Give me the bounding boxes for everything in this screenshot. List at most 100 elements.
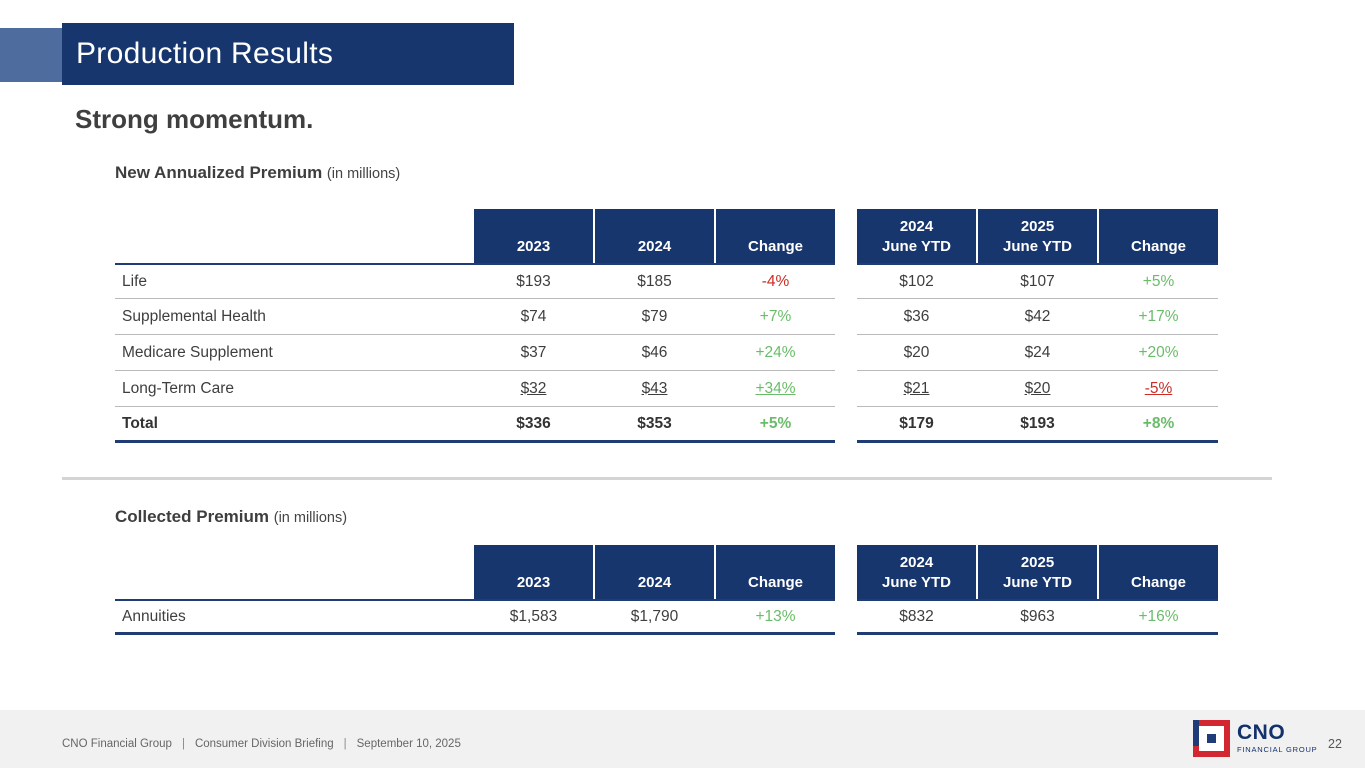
- table-gap: [835, 299, 857, 335]
- value-2024: $353: [637, 414, 672, 432]
- value-2024-ytd: $102: [899, 272, 934, 290]
- table-gap: [835, 371, 857, 407]
- table-gap: [835, 263, 857, 299]
- page-number: 22: [1328, 737, 1342, 751]
- table-gap: [835, 335, 857, 371]
- footer-separator: |: [181, 738, 185, 750]
- footer-text: CNO Financial Group | Consumer Division Br…: [62, 738, 461, 750]
- section-heading-text: Collected Premium: [115, 507, 269, 526]
- row-label: Supplemental Health: [122, 307, 266, 325]
- value-2024: $79: [641, 307, 668, 325]
- column-header-2024: 2024: [595, 545, 714, 599]
- column-header-change: Change: [716, 545, 835, 599]
- table-gap: [835, 407, 857, 443]
- column-header-2024: 2024: [595, 209, 714, 263]
- table-row-annuities: Annuities $1,583 $1,790 +13% $832 $963 +…: [115, 599, 1218, 635]
- value-2023: $1,583: [509, 607, 558, 625]
- value-2024-ytd: $179: [899, 414, 934, 432]
- change-value: +16%: [1138, 607, 1179, 625]
- change-value: +17%: [1138, 307, 1179, 325]
- section-heading-unit: (in millions): [326, 166, 401, 182]
- value-2024: $46: [641, 343, 668, 361]
- change-value: +13%: [755, 607, 796, 625]
- slide-subtitle: Strong momentum.: [75, 104, 314, 134]
- row-label: Medicare Supplement: [122, 343, 273, 361]
- table-gap: [835, 209, 857, 263]
- value-2025-ytd: $963: [1020, 607, 1055, 625]
- value-2023: $193: [516, 272, 551, 290]
- value-2023: $336: [516, 414, 551, 432]
- premium-table: 2023 2024 Change 2024 June YTD 2025 June…: [115, 545, 1218, 635]
- row-label: Life: [122, 272, 147, 290]
- column-header-2025-ytd: 2025 June YTD: [978, 545, 1097, 599]
- section-divider: [62, 477, 1272, 480]
- value-2024-ytd: $21: [903, 379, 930, 397]
- change-value: +8%: [1142, 414, 1175, 432]
- section-heading-unit: (in millions): [273, 510, 348, 526]
- value-2023: $37: [520, 343, 547, 361]
- page-title: Production Results: [76, 37, 334, 70]
- footer-briefing: Consumer Division Briefing: [194, 738, 334, 750]
- column-header-ytd-change: Change: [1099, 545, 1218, 599]
- value-2025-ytd: $20: [1024, 379, 1051, 397]
- row-label: Total: [122, 414, 158, 432]
- table-row-supplemental-health: Supplemental Health $74 $79 +7% $36 $42 …: [115, 299, 1218, 335]
- table-row-total: Total $336 $353 +5% $179 $193 +8%: [115, 407, 1218, 443]
- logo-brand-text: CNO: [1237, 721, 1286, 744]
- table-row-life: Life $193 $185 -4% $102 $107 +5%: [115, 263, 1218, 299]
- table-row-long-term-care: Long-Term Care $32 $43 +34% $21 $20 -5%: [115, 371, 1218, 407]
- column-header-2025-ytd: 2025 June YTD: [978, 209, 1097, 263]
- column-header-ytd-change: Change: [1099, 209, 1218, 263]
- row-label: Long-Term Care: [122, 379, 234, 397]
- change-value: +5%: [1142, 272, 1175, 290]
- change-value: +24%: [755, 343, 796, 361]
- header-spacer: [115, 209, 474, 263]
- cno-logo: CNO FINANCIAL GROUP: [1193, 720, 1317, 757]
- section-collected-premium: Collected Premium (in millions) 2023 202…: [115, 507, 1218, 635]
- value-2024-ytd: $36: [903, 307, 930, 325]
- change-value: -5%: [1144, 379, 1173, 397]
- footer-date: September 10, 2025: [356, 738, 461, 750]
- table-gap: [835, 599, 857, 635]
- change-value: +5%: [759, 414, 792, 432]
- value-2025-ytd: $42: [1024, 307, 1051, 325]
- table-gap: [835, 545, 857, 599]
- row-label: Annuities: [122, 607, 186, 625]
- table-row-medicare-supplement: Medicare Supplement $37 $46 +24% $20 $24…: [115, 335, 1218, 371]
- logo-tagline-text: FINANCIAL GROUP: [1237, 745, 1318, 754]
- title-banner: Production Results: [62, 23, 514, 85]
- section-heading: New Annualized Premium (in millions): [115, 163, 1218, 183]
- value-2025-ytd: $24: [1024, 343, 1051, 361]
- column-header-2023: 2023: [474, 545, 593, 599]
- value-2024-ytd: $832: [899, 607, 934, 625]
- slide-footer: CNO Financial Group | Consumer Division Br…: [0, 710, 1365, 768]
- column-header-2023: 2023: [474, 209, 593, 263]
- header-spacer: [115, 545, 474, 599]
- change-value: +7%: [759, 307, 792, 325]
- value-2024-ytd: $20: [903, 343, 930, 361]
- value-2023: $74: [520, 307, 547, 325]
- column-header-change: Change: [716, 209, 835, 263]
- change-value: +34%: [755, 379, 796, 397]
- value-2025-ytd: $107: [1020, 272, 1055, 290]
- value-2025-ytd: $193: [1020, 414, 1055, 432]
- premium-table: 2023 2024 Change 2024 June YTD 2025 June…: [115, 209, 1218, 443]
- footer-company: CNO Financial Group: [62, 738, 172, 750]
- footer-separator: |: [343, 738, 347, 750]
- cno-logo-icon: [1193, 720, 1230, 757]
- value-2024: $43: [641, 379, 668, 397]
- value-2023: $32: [520, 379, 547, 397]
- value-2024: $1,790: [630, 607, 679, 625]
- change-value: -4%: [761, 272, 790, 290]
- section-heading: Collected Premium (in millions): [115, 507, 1218, 527]
- table-header-row: 2023 2024 Change 2024 June YTD 2025 June…: [115, 545, 1218, 599]
- column-header-2024-ytd: 2024 June YTD: [857, 545, 976, 599]
- section-heading-text: New Annualized Premium: [115, 163, 323, 182]
- table-header-row: 2023 2024 Change 2024 June YTD 2025 June…: [115, 209, 1218, 263]
- change-value: +20%: [1138, 343, 1179, 361]
- banner-accent-bar: [0, 28, 62, 82]
- section-new-annualized-premium: New Annualized Premium (in millions) 202…: [115, 163, 1218, 443]
- value-2024: $185: [637, 272, 672, 290]
- column-header-2024-ytd: 2024 June YTD: [857, 209, 976, 263]
